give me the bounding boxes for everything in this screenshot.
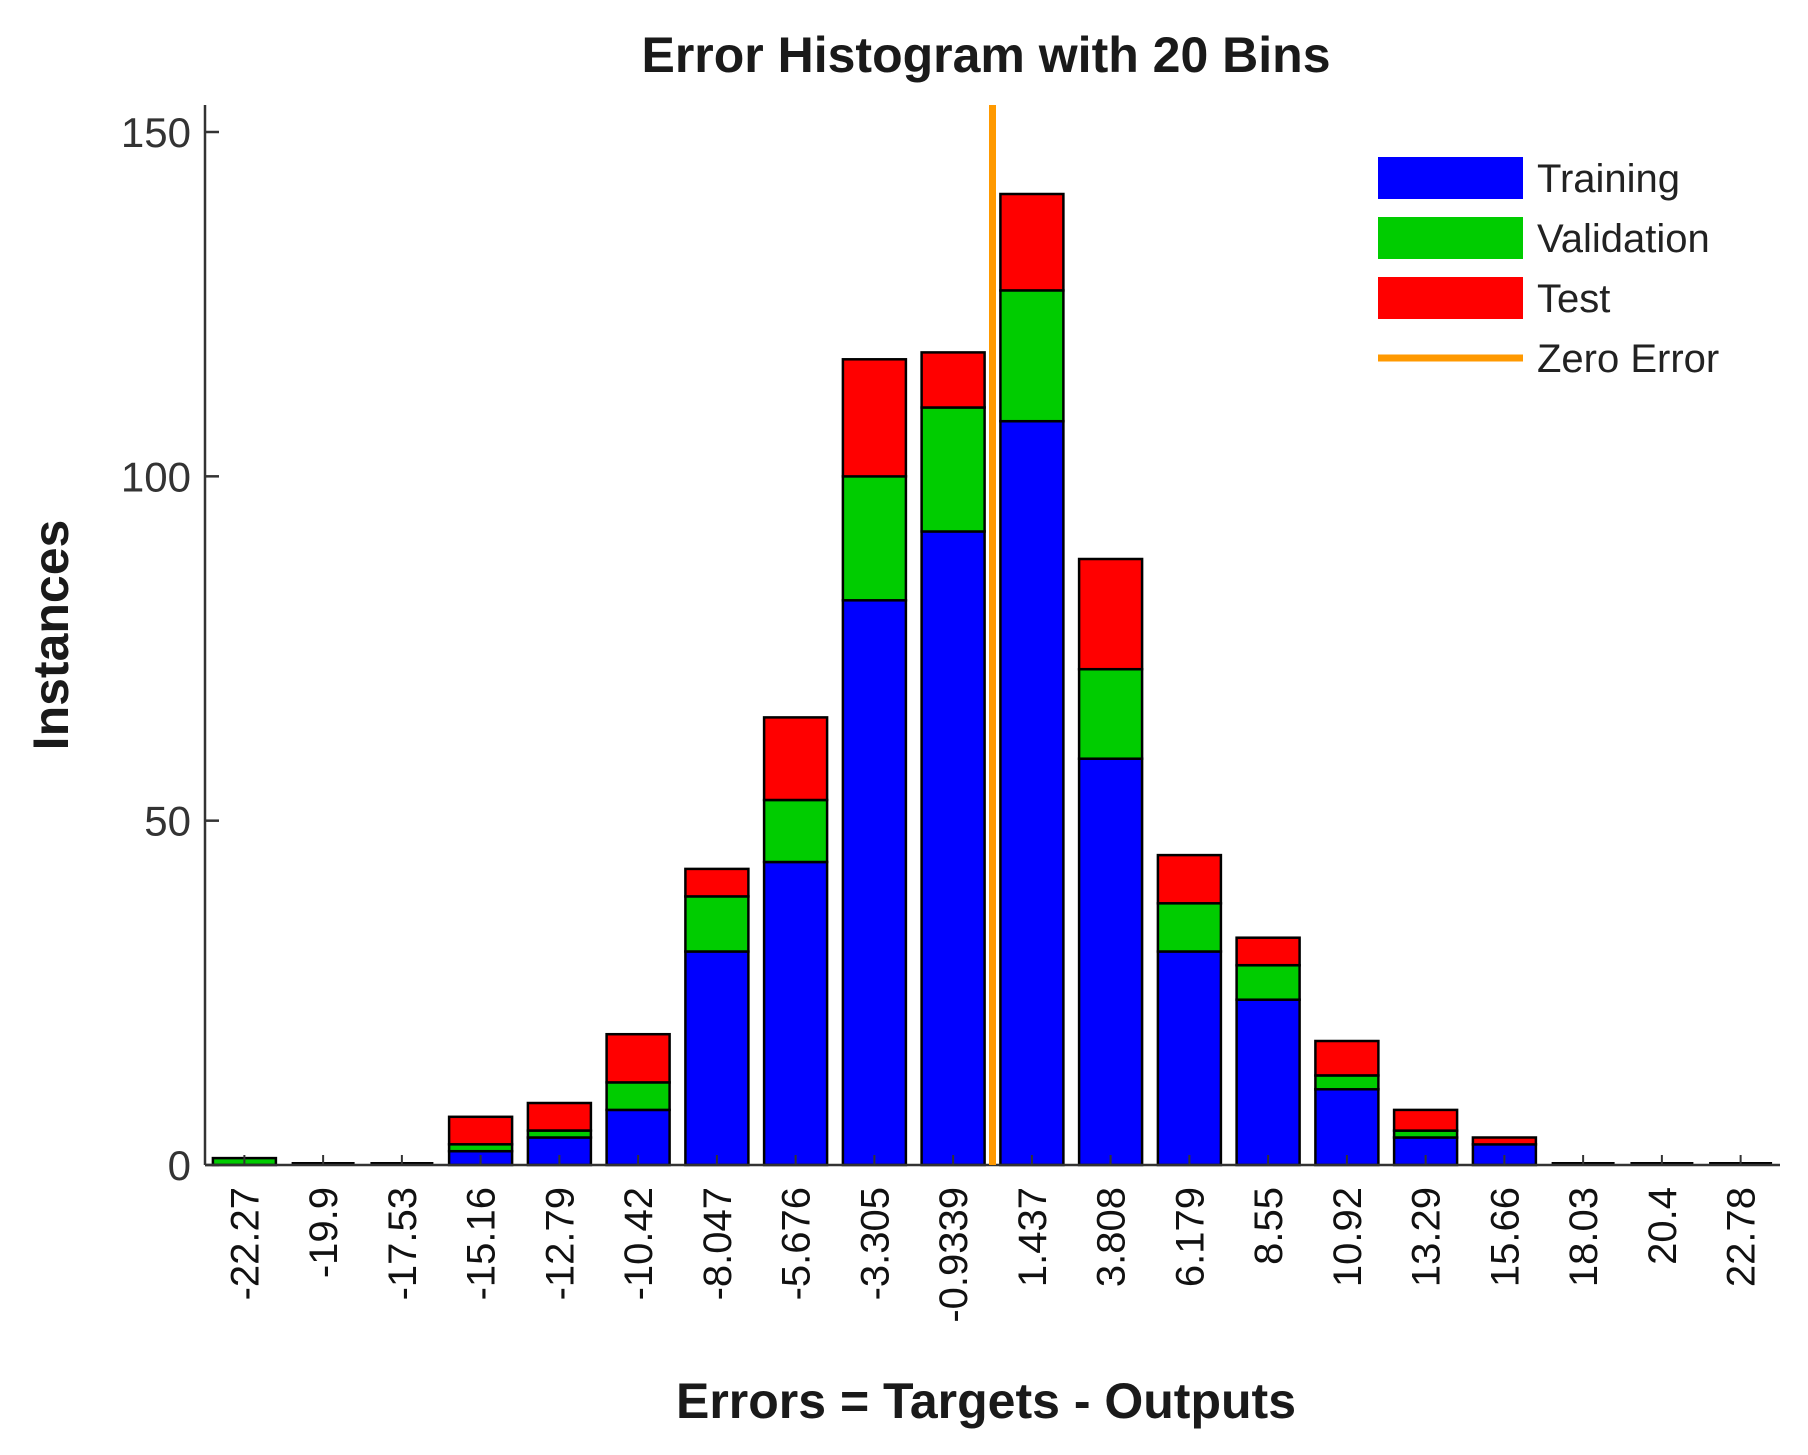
x-axis-label: Errors = Targets - Outputs [676, 1373, 1296, 1429]
y-tick-label: 50 [144, 798, 191, 845]
x-tick-label: 18.03 [1562, 1187, 1606, 1287]
legend-label-training: Training [1537, 157, 1680, 201]
x-tick-label: -3.305 [853, 1187, 897, 1300]
x-tick-label: -10.42 [617, 1187, 661, 1300]
bar-validation-7 [762, 798, 829, 864]
bar-training-10 [999, 419, 1065, 1167]
legend-swatch-validation [1378, 217, 1523, 259]
bar-training-6 [684, 950, 750, 1167]
chart-title: Error Histogram with 20 Bins [641, 27, 1330, 83]
x-tick-label: -19.9 [302, 1187, 346, 1278]
axes-group [203, 105, 1780, 1167]
bar-training-14 [1314, 1087, 1380, 1167]
x-tick-label: 1.437 [1011, 1187, 1055, 1287]
bar-validation-5 [605, 1081, 671, 1112]
bar-test-3 [447, 1115, 514, 1146]
bar-validation-14 [1314, 1074, 1380, 1091]
bar-training-11 [1077, 757, 1144, 1167]
bar-test-10 [999, 192, 1065, 292]
legend: Training Validation Test Zero Error [1378, 157, 1719, 381]
legend-label-zero-error: Zero Error [1537, 337, 1719, 381]
bars-group [211, 192, 1773, 1167]
bar-test-11 [1077, 557, 1144, 671]
bar-training-7 [762, 860, 829, 1167]
y-tick-labels: 0 50 100 150 [121, 109, 219, 1189]
x-tick-label: 3.808 [1090, 1187, 1134, 1287]
bar-test-16 [1471, 1136, 1538, 1146]
x-tick-label: -22.27 [223, 1187, 267, 1300]
bar-validation-11 [1077, 667, 1144, 760]
bar-test-5 [605, 1032, 671, 1084]
x-tick-label: 15.66 [1483, 1187, 1527, 1287]
bar-test-4 [526, 1101, 593, 1132]
bar-training-12 [1156, 950, 1223, 1167]
y-axis-label: Instances [23, 520, 79, 751]
x-tick-label: -0.9339 [932, 1187, 976, 1323]
bar-test-13 [1235, 936, 1301, 967]
bar-training-8 [841, 599, 908, 1167]
bar-validation-8 [841, 475, 908, 602]
x-tick-labels: -22.27 -19.9 -17.53 -15.16 -12.79 -10.42 -8.04… [223, 1155, 1764, 1323]
x-tick-label: -17.53 [381, 1187, 425, 1300]
bar-test-6 [684, 867, 750, 898]
bar-training-13 [1235, 998, 1301, 1167]
bar-validation-6 [684, 895, 750, 953]
bar-validation-13 [1235, 964, 1301, 1001]
bar-validation-9 [920, 406, 986, 533]
x-tick-label: -12.79 [538, 1187, 582, 1300]
legend-label-test: Test [1537, 277, 1610, 321]
x-tick-label: 10.92 [1326, 1187, 1370, 1287]
x-tick-label: 20.4 [1641, 1187, 1685, 1265]
bar-validation-10 [999, 289, 1065, 423]
bar-training-9 [920, 530, 986, 1167]
x-tick-label: 6.179 [1168, 1187, 1212, 1287]
bar-test-12 [1156, 853, 1223, 905]
bar-test-7 [762, 716, 829, 802]
bar-validation-12 [1156, 902, 1223, 953]
legend-label-validation: Validation [1537, 217, 1710, 261]
x-tick-label: -15.16 [460, 1187, 504, 1300]
bar-test-9 [920, 351, 986, 409]
x-tick-label: 8.55 [1247, 1187, 1291, 1265]
bar-test-8 [841, 358, 908, 478]
x-tick-label: 13.29 [1405, 1187, 1449, 1287]
legend-swatch-training [1378, 157, 1523, 199]
legend-swatch-test [1378, 277, 1523, 319]
x-tick-label: -5.676 [775, 1187, 819, 1300]
bar-test-15 [1392, 1108, 1459, 1132]
bar-test-14 [1314, 1039, 1380, 1077]
y-tick-label: 150 [121, 109, 191, 156]
y-tick-label: 100 [121, 453, 191, 500]
x-tick-label: 22.78 [1720, 1187, 1764, 1287]
y-tick-label: 0 [168, 1142, 191, 1189]
x-tick-label: -8.047 [696, 1187, 740, 1300]
